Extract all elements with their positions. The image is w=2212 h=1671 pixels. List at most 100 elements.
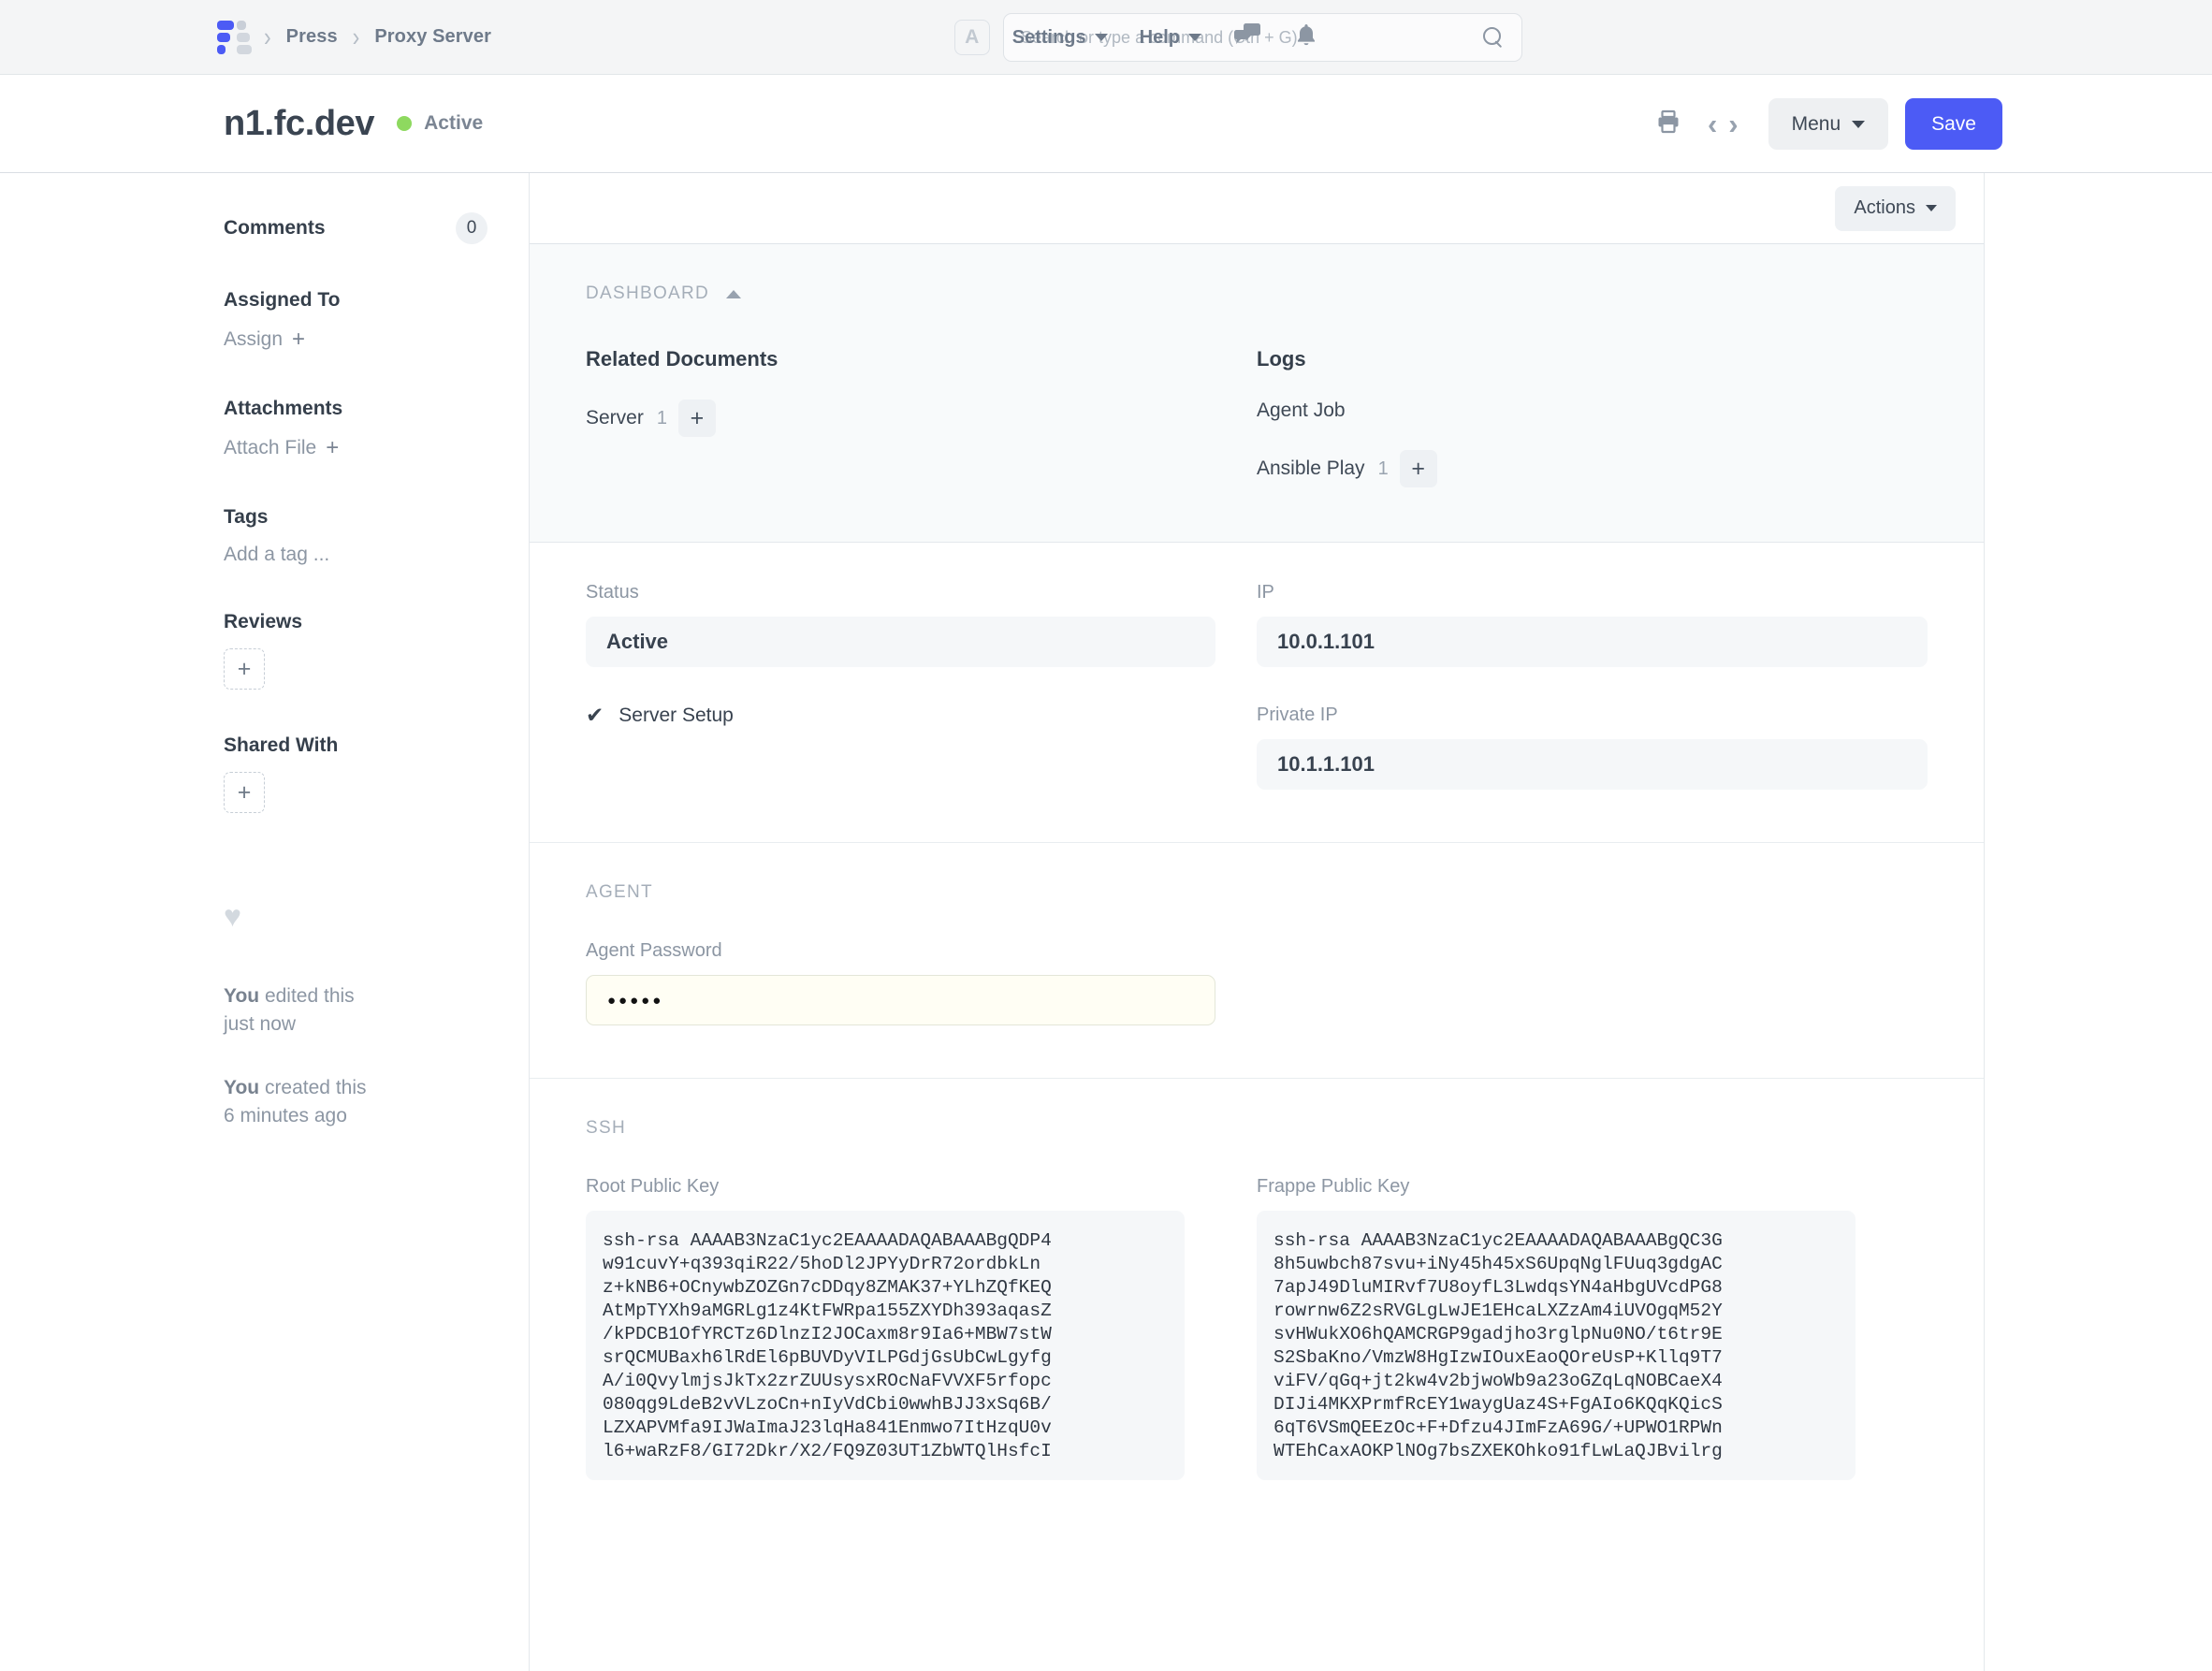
add-tag-input[interactable]: Add a tag ... [224,544,330,565]
page-header: n1.fc.dev Active ‹ › Menu Save [0,75,2212,173]
activity-created: You created this 6 minutes ago [224,1074,529,1130]
agent-password-field: Agent Password ●●●●● [586,940,1215,1025]
reviews-label: Reviews [224,611,303,632]
plus-icon: + [326,435,340,460]
global-search[interactable] [1003,13,1522,62]
ip-field-value[interactable]: 10.0.1.101 [1257,617,1928,667]
document-sidebar: Comments 0 Assigned To Assign + Attachme… [0,173,530,1671]
shared-with-label: Shared With [224,734,339,756]
sidebar-reviews: Reviews + [224,611,529,690]
agent-password-value[interactable]: ●●●●● [586,975,1215,1025]
activity-created-user: You [224,1077,260,1099]
assign-button[interactable]: Assign + [224,327,529,353]
activity-edited-time: just now [224,1013,297,1036]
help-menu[interactable]: Help [1140,27,1201,49]
attach-file-button[interactable]: Attach File + [224,435,529,461]
plus-icon: + [292,327,306,352]
log-label[interactable]: Agent Job [1257,400,1346,421]
status-field: Status Active [586,582,1215,667]
chevron-down-icon [1094,34,1108,41]
server-setup-checkbox[interactable]: ✔ Server Setup [586,703,1215,728]
like-heart-icon[interactable]: ♥ [224,899,241,933]
related-documents-title: Related Documents [586,347,779,371]
add-server-icon[interactable]: + [677,400,716,437]
sidebar-tags: Tags Add a tag ... [224,506,529,566]
related-document-label[interactable]: Server [586,407,644,429]
attachments-label: Attachments [224,398,343,419]
private-ip-field: Private IP 10.1.1.101 [1257,705,1928,790]
chat-icon[interactable] [1233,22,1261,53]
settings-label: Settings [1011,26,1086,48]
status-field-label: Status [586,582,639,603]
frappe-public-key-value[interactable]: ssh-rsa AAAAB3NzaC1yc2EAAAADAQABAAABgQC3… [1257,1211,1855,1480]
menu-button[interactable]: Menu [1768,98,1889,150]
menu-button-label: Menu [1791,112,1841,135]
previous-record-icon[interactable]: ‹ [1707,108,1718,140]
private-ip-field-label: Private IP [1257,705,1338,725]
app-logo-icon[interactable] [217,20,252,54]
logs-title: Logs [1257,347,1306,371]
top-navbar: › Press › Proxy Server A Settings Help [0,0,2212,75]
document-form: Actions DASHBOARD Related Documents Serv… [530,173,1985,1671]
ssh-section-label: SSH [586,1118,626,1138]
next-record-icon[interactable]: › [1728,108,1739,140]
page-title: n1.fc.dev [224,103,375,143]
log-agent-job: Agent Job [1257,400,1928,422]
agent-section: AGENT Agent Password ●●●●● [530,843,1984,1079]
chevron-down-icon [1852,120,1866,128]
actions-button[interactable]: Actions [1835,185,1956,231]
status-badge: Active [424,112,484,134]
ip-field-label: IP [1257,582,1274,603]
ssh-section: SSH Root Public Key ssh-rsa AAAAB3NzaC1y… [530,1079,1984,1533]
breadcrumb-item-proxy-server[interactable]: Proxy Server [374,26,491,47]
activity-edited-user: You [224,985,260,1007]
chevron-up-icon[interactable] [726,289,742,298]
add-ansible-play-icon[interactable]: + [1399,450,1437,487]
related-documents-group: Related Documents Server 1 + [586,347,1257,487]
activity-edited: You edited this just now [224,982,529,1039]
log-label[interactable]: Ansible Play [1257,458,1365,479]
status-section: Status Active ✔ Server Setup IP 10.0.1.1… [530,543,1984,843]
search-icon[interactable] [1482,26,1505,49]
help-label: Help [1139,26,1180,48]
logs-group: Logs Agent Job Ansible Play 1 + [1257,347,1928,487]
related-document-count: 1 [656,407,667,429]
form-toolbar: Actions [530,173,1984,244]
chevron-down-icon [1926,205,1937,211]
right-gutter [1985,173,2212,1671]
add-share-button[interactable]: + [224,772,265,813]
print-icon[interactable] [1655,109,1681,139]
search-input[interactable] [1021,27,1482,48]
attach-file-label: Attach File [224,437,317,458]
sidebar-comments[interactable]: Comments 0 [224,212,529,244]
assigned-to-label: Assigned To [224,289,341,311]
settings-menu[interactable]: Settings [1012,27,1108,49]
breadcrumb-item-press[interactable]: Press [285,26,338,47]
tags-label: Tags [224,506,269,528]
breadcrumb: › Press › Proxy Server [217,20,491,54]
status-indicator-dot [397,116,413,131]
sidebar-shared-with: Shared With + [224,734,529,813]
save-button[interactable]: Save [1905,98,2002,150]
status-field-value[interactable]: Active [586,617,1215,667]
dashboard-section-label: DASHBOARD [586,283,710,303]
agent-section-label: AGENT [586,882,653,902]
activity-created-action: created this [259,1077,367,1099]
frappe-public-key-label: Frappe Public Key [1257,1176,1410,1197]
notifications-bell-icon[interactable] [1295,22,1317,53]
private-ip-field-value[interactable]: 10.1.1.101 [1257,739,1928,790]
dashboard-section-header[interactable]: DASHBOARD [586,283,1928,304]
sidebar-assigned-to: Assigned To Assign + [224,289,529,353]
comments-label: Comments [224,217,326,239]
root-public-key-field: Root Public Key ssh-rsa AAAAB3NzaC1yc2EA… [586,1176,1215,1480]
frappe-public-key-field: Frappe Public Key ssh-rsa AAAAB3NzaC1yc2… [1257,1176,1928,1480]
chevron-right-icon: › [352,21,360,52]
dashboard-section: DASHBOARD Related Documents Server 1 + L… [530,244,1984,543]
sidebar-attachments: Attachments Attach File + [224,398,529,461]
avatar[interactable]: A [953,20,990,55]
add-review-button[interactable]: + [224,648,265,690]
root-public-key-label: Root Public Key [586,1176,720,1197]
activity-created-time: 6 minutes ago [224,1105,347,1127]
agent-password-label: Agent Password [586,940,722,961]
root-public-key-value[interactable]: ssh-rsa AAAAB3NzaC1yc2EAAAADAQABAAABgQDP… [586,1211,1185,1480]
